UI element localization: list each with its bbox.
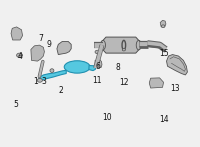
Text: 11: 11: [92, 76, 102, 85]
Ellipse shape: [100, 40, 105, 50]
Polygon shape: [39, 70, 66, 80]
Text: 10: 10: [102, 113, 112, 122]
Ellipse shape: [64, 61, 90, 73]
Circle shape: [17, 53, 23, 57]
Circle shape: [161, 25, 165, 27]
Text: 8: 8: [116, 63, 120, 72]
Polygon shape: [57, 41, 71, 55]
Text: 13: 13: [171, 83, 180, 93]
Polygon shape: [89, 66, 96, 71]
Polygon shape: [31, 45, 44, 61]
Polygon shape: [149, 78, 164, 88]
Circle shape: [122, 49, 125, 51]
Text: 9: 9: [47, 40, 52, 49]
Text: 3: 3: [41, 77, 46, 86]
Text: 15: 15: [159, 49, 168, 58]
Polygon shape: [95, 60, 102, 68]
Circle shape: [95, 50, 100, 54]
Text: 4: 4: [17, 52, 22, 61]
Text: 14: 14: [159, 115, 168, 124]
Ellipse shape: [136, 40, 141, 50]
Circle shape: [37, 78, 42, 82]
Text: 5: 5: [13, 100, 18, 109]
Text: 6: 6: [96, 62, 100, 71]
Polygon shape: [160, 20, 166, 27]
Ellipse shape: [50, 69, 54, 72]
Text: 7: 7: [38, 34, 43, 43]
Polygon shape: [102, 37, 140, 53]
Polygon shape: [11, 27, 23, 40]
Polygon shape: [167, 55, 187, 75]
Text: 1: 1: [33, 77, 38, 86]
Text: 2: 2: [59, 86, 64, 95]
Text: 12: 12: [119, 78, 129, 87]
